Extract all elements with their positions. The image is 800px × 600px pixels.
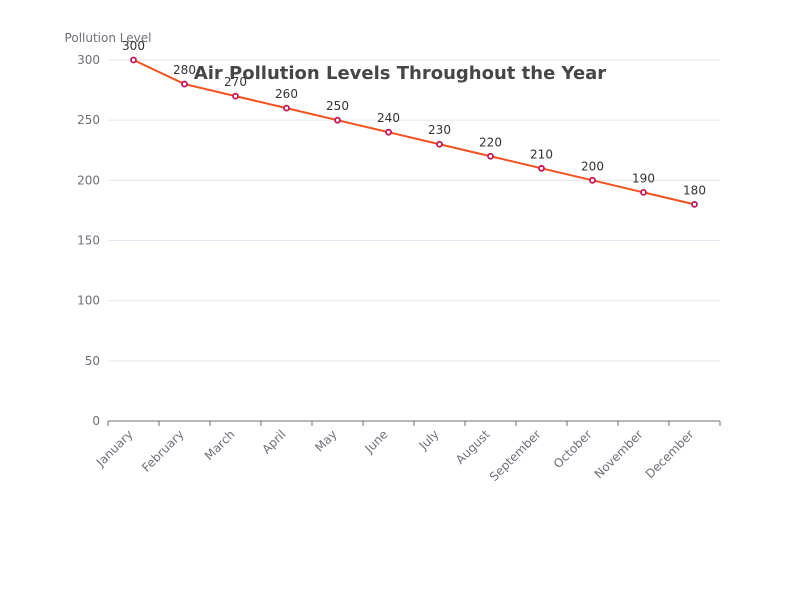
grid-lines xyxy=(108,59,720,362)
data-label: 210 xyxy=(530,147,553,161)
x-tick-label: June xyxy=(362,427,391,456)
data-label: 200 xyxy=(581,159,604,173)
data-point xyxy=(640,188,647,196)
x-tick-label: January xyxy=(93,427,136,470)
data-point xyxy=(283,104,290,112)
x-tick-label: December xyxy=(643,427,697,481)
y-axis-label: Pollution Level xyxy=(65,31,152,45)
x-tick-label: August xyxy=(453,427,493,467)
data-point xyxy=(385,128,392,136)
data-label: 300 xyxy=(122,39,145,53)
x-tick-label: September xyxy=(487,427,544,484)
data-label: 230 xyxy=(428,123,451,137)
data-point xyxy=(589,176,596,184)
data-point xyxy=(436,140,443,148)
x-tick-label: May xyxy=(312,427,339,454)
series-line xyxy=(133,59,695,206)
data-point xyxy=(538,164,545,172)
data-point xyxy=(130,56,137,64)
data-label: 280 xyxy=(173,63,196,77)
x-tick-label: March xyxy=(202,427,238,463)
y-tick-label: 200 xyxy=(77,173,100,187)
x-tick-label: February xyxy=(139,427,187,475)
y-tick-label: 0 xyxy=(92,414,100,428)
y-tick-labels: 0 50 100 150 200 250 300 xyxy=(77,53,100,428)
data-point xyxy=(232,92,239,100)
x-tick-label: April xyxy=(259,427,288,456)
data-labels: 300 280 270 260 250 240 230 220 210 200 190 180 xyxy=(122,39,706,197)
data-point xyxy=(181,80,188,88)
y-tick-label: 150 xyxy=(77,234,100,248)
y-tick-label: 250 xyxy=(77,113,100,127)
chart-title: Air Pollution Levels Throughout the Year xyxy=(194,63,606,84)
x-tick-label: November xyxy=(592,427,646,481)
x-tick-label: October xyxy=(551,427,595,471)
data-label: 260 xyxy=(275,87,298,101)
y-tick-label: 100 xyxy=(77,294,100,308)
data-point xyxy=(334,116,341,124)
data-label: 190 xyxy=(632,171,655,185)
data-label: 270 xyxy=(224,75,247,89)
y-tick-label: 300 xyxy=(77,53,100,67)
data-label: 250 xyxy=(326,99,349,113)
data-label: 220 xyxy=(479,135,502,149)
series-pollution xyxy=(133,59,695,206)
data-label: 180 xyxy=(683,183,706,197)
x-tick-label: July xyxy=(416,427,442,453)
y-tick-label: 50 xyxy=(85,354,100,368)
x-tick-labels: January February March April May June July Augu… xyxy=(93,427,697,484)
axes xyxy=(107,420,721,426)
data-points xyxy=(130,56,698,208)
data-point xyxy=(691,200,698,208)
data-point xyxy=(487,152,494,160)
data-label: 240 xyxy=(377,111,400,125)
